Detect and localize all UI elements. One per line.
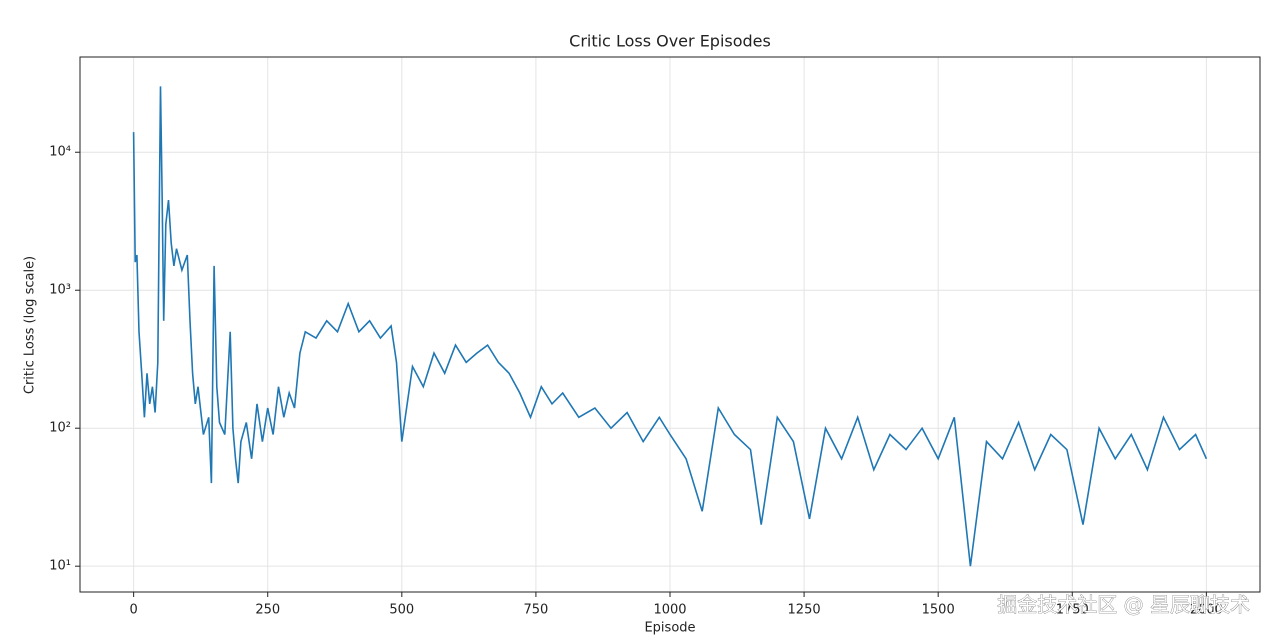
x-tick-label: 2000 xyxy=(1190,603,1223,618)
y-tick-label: 10¹ xyxy=(49,559,71,574)
x-tick-label: 1000 xyxy=(653,603,686,618)
y-tick-label: 10³ xyxy=(49,283,71,298)
y-tick-label: 10⁴ xyxy=(49,145,71,160)
x-tick-label: 1250 xyxy=(788,603,821,618)
chart-title: Critic Loss Over Episodes xyxy=(569,32,771,51)
watermark: 掘金技术社区 @ 星辰聊技术 xyxy=(997,593,1250,617)
y-axis-label: Critic Loss (log scale) xyxy=(23,256,38,394)
y-tick-label: 10² xyxy=(49,421,71,436)
x-tick-label: 0 xyxy=(129,603,137,618)
x-tick-label: 1750 xyxy=(1056,603,1089,618)
x-tick-label: 250 xyxy=(255,603,280,618)
data-line xyxy=(132,86,1208,567)
x-tick-label: 1500 xyxy=(922,603,955,618)
x-tick-label: 500 xyxy=(389,603,414,618)
x-tick-label: 750 xyxy=(523,603,548,618)
x-axis-label: Episode xyxy=(644,621,695,636)
plot-frame xyxy=(79,56,1261,593)
